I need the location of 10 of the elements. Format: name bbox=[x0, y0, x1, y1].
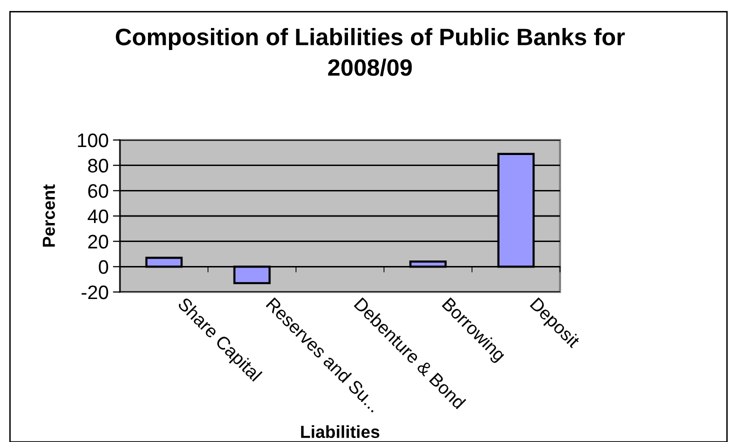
y-tick-label: 0 bbox=[98, 260, 108, 274]
chart-title: Composition of Liabilities of Public Banks for 2008/09 bbox=[116, 28, 625, 76]
y-tick-label: 80 bbox=[88, 158, 108, 173]
y-tick-label: 40 bbox=[88, 209, 108, 224]
y-tick-label: 60 bbox=[88, 184, 108, 198]
y-tick-label: 100 bbox=[78, 133, 108, 148]
y-tick-label: 20 bbox=[88, 234, 108, 249]
y-axis-title: Percent bbox=[42, 184, 55, 247]
x-axis-title: Liabilities bbox=[301, 425, 380, 438]
y-tick-label: -20 bbox=[82, 285, 108, 300]
